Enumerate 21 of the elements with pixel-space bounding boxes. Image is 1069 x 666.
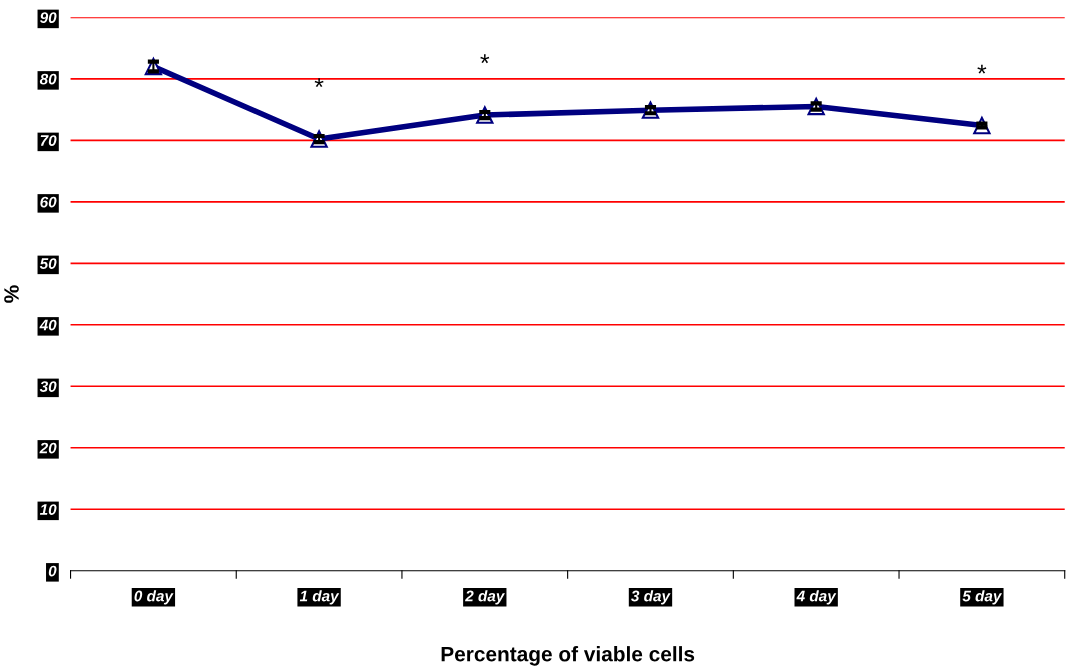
y-tick-label: 90	[40, 12, 57, 23]
y-tick-label: 60	[40, 196, 57, 208]
y-axis-title: %	[4, 285, 19, 303]
x-tick-label: 4 day	[796, 590, 837, 605]
x-tick-label: 0 day	[134, 590, 174, 605]
annotation: *	[314, 78, 324, 88]
y-tick-label: 40	[39, 319, 57, 331]
y-tick-label: 80	[39, 73, 57, 85]
x-tick-label: 3 day	[631, 590, 671, 605]
x-tick-label: 2 day	[465, 590, 505, 605]
x-tick-label: 1 day	[299, 590, 340, 605]
y-tick-label: 10	[39, 504, 57, 515]
y-tick-label: 30	[39, 381, 57, 392]
y-tick-label: 0	[48, 565, 57, 577]
y-tick-label: 70	[40, 135, 57, 146]
annotation: *	[480, 54, 490, 64]
x-axis-title: Percentage of viable cells	[441, 646, 695, 666]
annotation: *	[977, 64, 987, 74]
y-tick-label: 20	[39, 442, 57, 454]
x-tick-label: 5 day	[962, 590, 1003, 605]
y-tick-label: 50	[39, 258, 57, 269]
